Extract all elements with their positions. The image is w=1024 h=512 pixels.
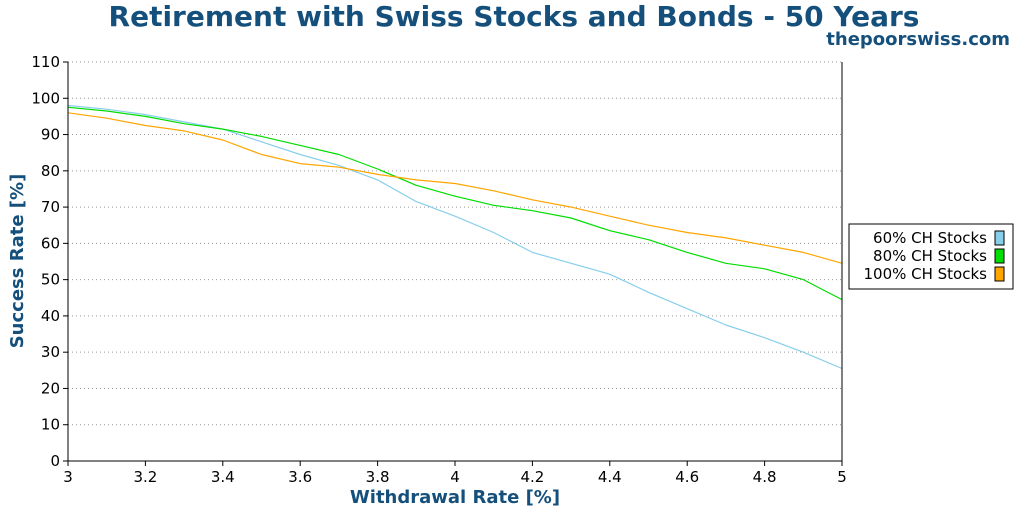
- legend-label-3: 100% CH Stocks: [863, 265, 987, 283]
- y-tick-label: 60: [41, 234, 60, 252]
- legend-label-2: 80% CH Stocks: [873, 247, 987, 265]
- y-tick-label: 110: [31, 53, 60, 71]
- y-tick-label: 100: [31, 89, 60, 107]
- y-tick-label: 20: [41, 379, 60, 397]
- series-line-1: [67, 104, 843, 370]
- legend-box: [848, 223, 1014, 290]
- x-tick-label: 4.8: [753, 468, 777, 486]
- y-tick-label: 10: [41, 416, 60, 434]
- y-axis-title: Success Rate [%]: [7, 174, 28, 349]
- y-tick-label: 80: [41, 162, 60, 180]
- y-tick-label: 0: [50, 452, 60, 470]
- chart-title: Retirement with Swiss Stocks and Bonds -…: [108, 0, 920, 33]
- x-tick-label: 3.4: [211, 468, 235, 486]
- x-tick-label: 4: [450, 468, 460, 486]
- y-ticks: 0 10 20 30 40 50 60 70 80 90 100 110: [31, 53, 68, 470]
- chart-subtitle: thepoorswiss.com: [826, 29, 1010, 50]
- x-tick-label: 3: [63, 468, 73, 486]
- series-line-2: [67, 106, 843, 301]
- y-tick-label: 30: [41, 343, 60, 361]
- legend-swatch-2: [994, 248, 1005, 264]
- legend-swatch-3: [994, 266, 1005, 282]
- series-line-3: [67, 112, 843, 264]
- x-tick-label: 3.8: [366, 468, 390, 486]
- x-tick-label: 3.6: [288, 468, 312, 486]
- x-ticks: 3 3.2 3.4 3.6 3.8 4 4.2 4.4 4.6 4.8 5: [63, 461, 847, 486]
- x-tick-label: 3.2: [133, 468, 157, 486]
- legend-label-1: 60% CH Stocks: [873, 229, 987, 247]
- y-tick-label: 40: [41, 307, 60, 325]
- x-tick-label: 5: [837, 468, 847, 486]
- x-tick-label: 4.2: [520, 468, 544, 486]
- y-tick-label: 70: [41, 198, 60, 216]
- y-tick-label: 50: [41, 271, 60, 289]
- legend-swatch-1: [994, 230, 1005, 246]
- x-tick-label: 4.4: [598, 468, 622, 486]
- x-tick-label: 4.6: [675, 468, 699, 486]
- series-lines: [67, 104, 843, 370]
- y-tick-label: 90: [41, 126, 60, 144]
- grid: [68, 61, 842, 426]
- x-axis-title: Withdrawal Rate [%]: [350, 487, 560, 508]
